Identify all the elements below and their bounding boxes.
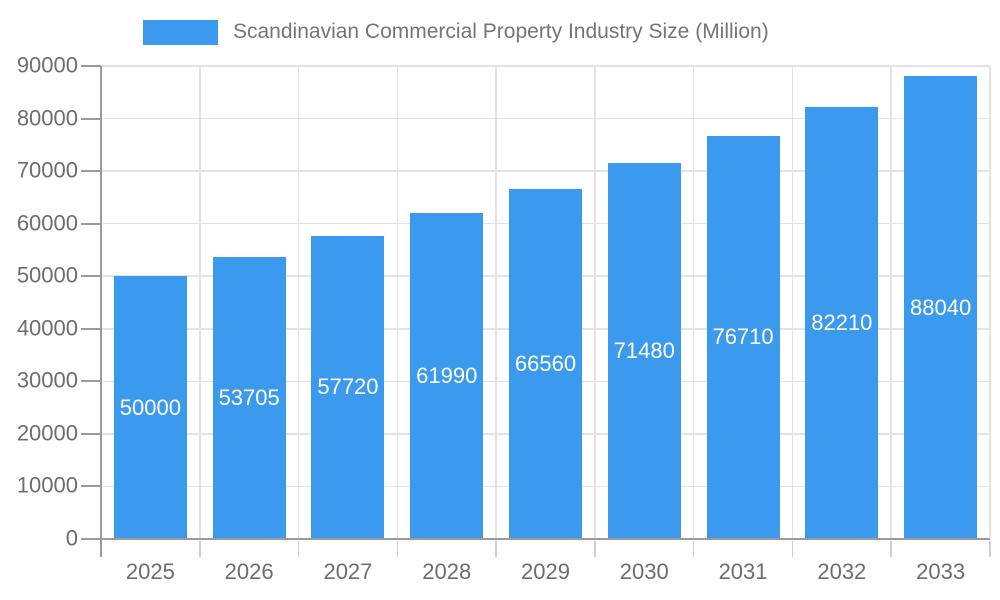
legend-label: Scandinavian Commercial Property Industr… bbox=[233, 20, 769, 43]
gridline-vertical bbox=[890, 66, 892, 539]
y-axis-tick bbox=[81, 380, 101, 383]
bar[interactable]: 76710 bbox=[706, 135, 780, 539]
y-axis-tick bbox=[81, 65, 101, 67]
y-axis-tick bbox=[81, 117, 101, 120]
x-axis-tick bbox=[297, 541, 300, 557]
gridline-vertical bbox=[692, 66, 695, 539]
y-axis-tick-label: 90000 bbox=[16, 52, 78, 78]
bar[interactable]: 50000 bbox=[113, 276, 187, 539]
y-axis-tick bbox=[81, 538, 101, 540]
bar[interactable]: 71480 bbox=[607, 163, 681, 539]
y-axis-tick-label: 10000 bbox=[16, 472, 78, 498]
bar-value-label: 88040 bbox=[910, 294, 972, 320]
x-axis-tick bbox=[791, 541, 794, 557]
x-axis-tick bbox=[594, 541, 596, 557]
x-axis-tick bbox=[890, 541, 892, 557]
legend-swatch bbox=[143, 19, 218, 45]
x-axis-tick-label: 2030 bbox=[619, 559, 669, 584]
x-axis-tick-label: 2033 bbox=[916, 559, 966, 584]
legend[interactable]: Scandinavian Commercial Property Industr… bbox=[143, 18, 769, 46]
x-axis-line bbox=[100, 538, 990, 540]
bar-value-label: 61990 bbox=[416, 363, 478, 389]
x-axis-tick bbox=[199, 541, 201, 557]
y-axis-tick bbox=[81, 222, 101, 225]
x-axis-tick-label: 2029 bbox=[521, 559, 570, 584]
y-axis-tick-label: 20000 bbox=[16, 420, 78, 446]
y-axis-tick-label: 70000 bbox=[16, 157, 78, 183]
x-axis-tick-label: 2026 bbox=[224, 559, 274, 584]
gridline-vertical bbox=[495, 66, 497, 539]
bar[interactable]: 88040 bbox=[904, 76, 978, 539]
bar-value-label: 82210 bbox=[811, 309, 873, 335]
x-axis-tick bbox=[989, 541, 991, 557]
bar-value-label: 50000 bbox=[119, 394, 181, 420]
bar[interactable]: 53705 bbox=[212, 256, 286, 539]
y-axis-tick bbox=[81, 275, 101, 278]
gridline-vertical bbox=[199, 66, 201, 539]
gridline-horizontal bbox=[101, 170, 990, 172]
bar[interactable]: 66560 bbox=[508, 189, 583, 539]
y-axis-tick-label: 50000 bbox=[16, 262, 78, 288]
y-axis-tick-label: 40000 bbox=[16, 315, 78, 341]
y-axis-tick bbox=[81, 327, 101, 330]
bar-value-label: 53705 bbox=[218, 384, 280, 410]
y-axis-tick-label: 0 bbox=[65, 525, 78, 551]
bar[interactable]: 61990 bbox=[410, 213, 484, 539]
y-axis-tick-label: 60000 bbox=[16, 210, 78, 236]
bar-value-label: 76710 bbox=[712, 324, 774, 350]
gridline-vertical bbox=[297, 66, 300, 539]
x-axis-tick bbox=[495, 541, 497, 557]
bar-value-label: 66560 bbox=[514, 351, 577, 377]
y-axis-line bbox=[100, 66, 102, 557]
gridline-horizontal bbox=[101, 117, 990, 120]
x-axis-tick-label: 2031 bbox=[718, 559, 768, 584]
gridline-vertical bbox=[989, 66, 991, 539]
x-axis-tick bbox=[692, 541, 695, 557]
x-axis-tick-label: 2032 bbox=[817, 559, 867, 584]
gridline-vertical bbox=[396, 66, 399, 539]
gridline-vertical bbox=[594, 66, 596, 539]
x-axis-tick-label: 2027 bbox=[323, 559, 373, 584]
bar[interactable]: 57720 bbox=[311, 235, 385, 539]
y-axis-tick bbox=[81, 170, 101, 173]
x-axis-tick-label: 2028 bbox=[422, 559, 472, 584]
bar-value-label: 57720 bbox=[317, 374, 379, 400]
y-axis-tick bbox=[81, 432, 101, 435]
y-axis-tick bbox=[81, 485, 101, 488]
x-axis-tick bbox=[396, 541, 399, 557]
x-axis-tick-label: 2025 bbox=[125, 559, 175, 584]
y-axis-tick-label: 80000 bbox=[16, 105, 78, 131]
gridline-horizontal bbox=[101, 65, 990, 67]
bar-value-label: 71480 bbox=[613, 338, 675, 364]
bar[interactable]: 82210 bbox=[805, 106, 879, 539]
gridline-vertical bbox=[791, 66, 794, 539]
y-axis-tick-label: 30000 bbox=[16, 367, 78, 393]
